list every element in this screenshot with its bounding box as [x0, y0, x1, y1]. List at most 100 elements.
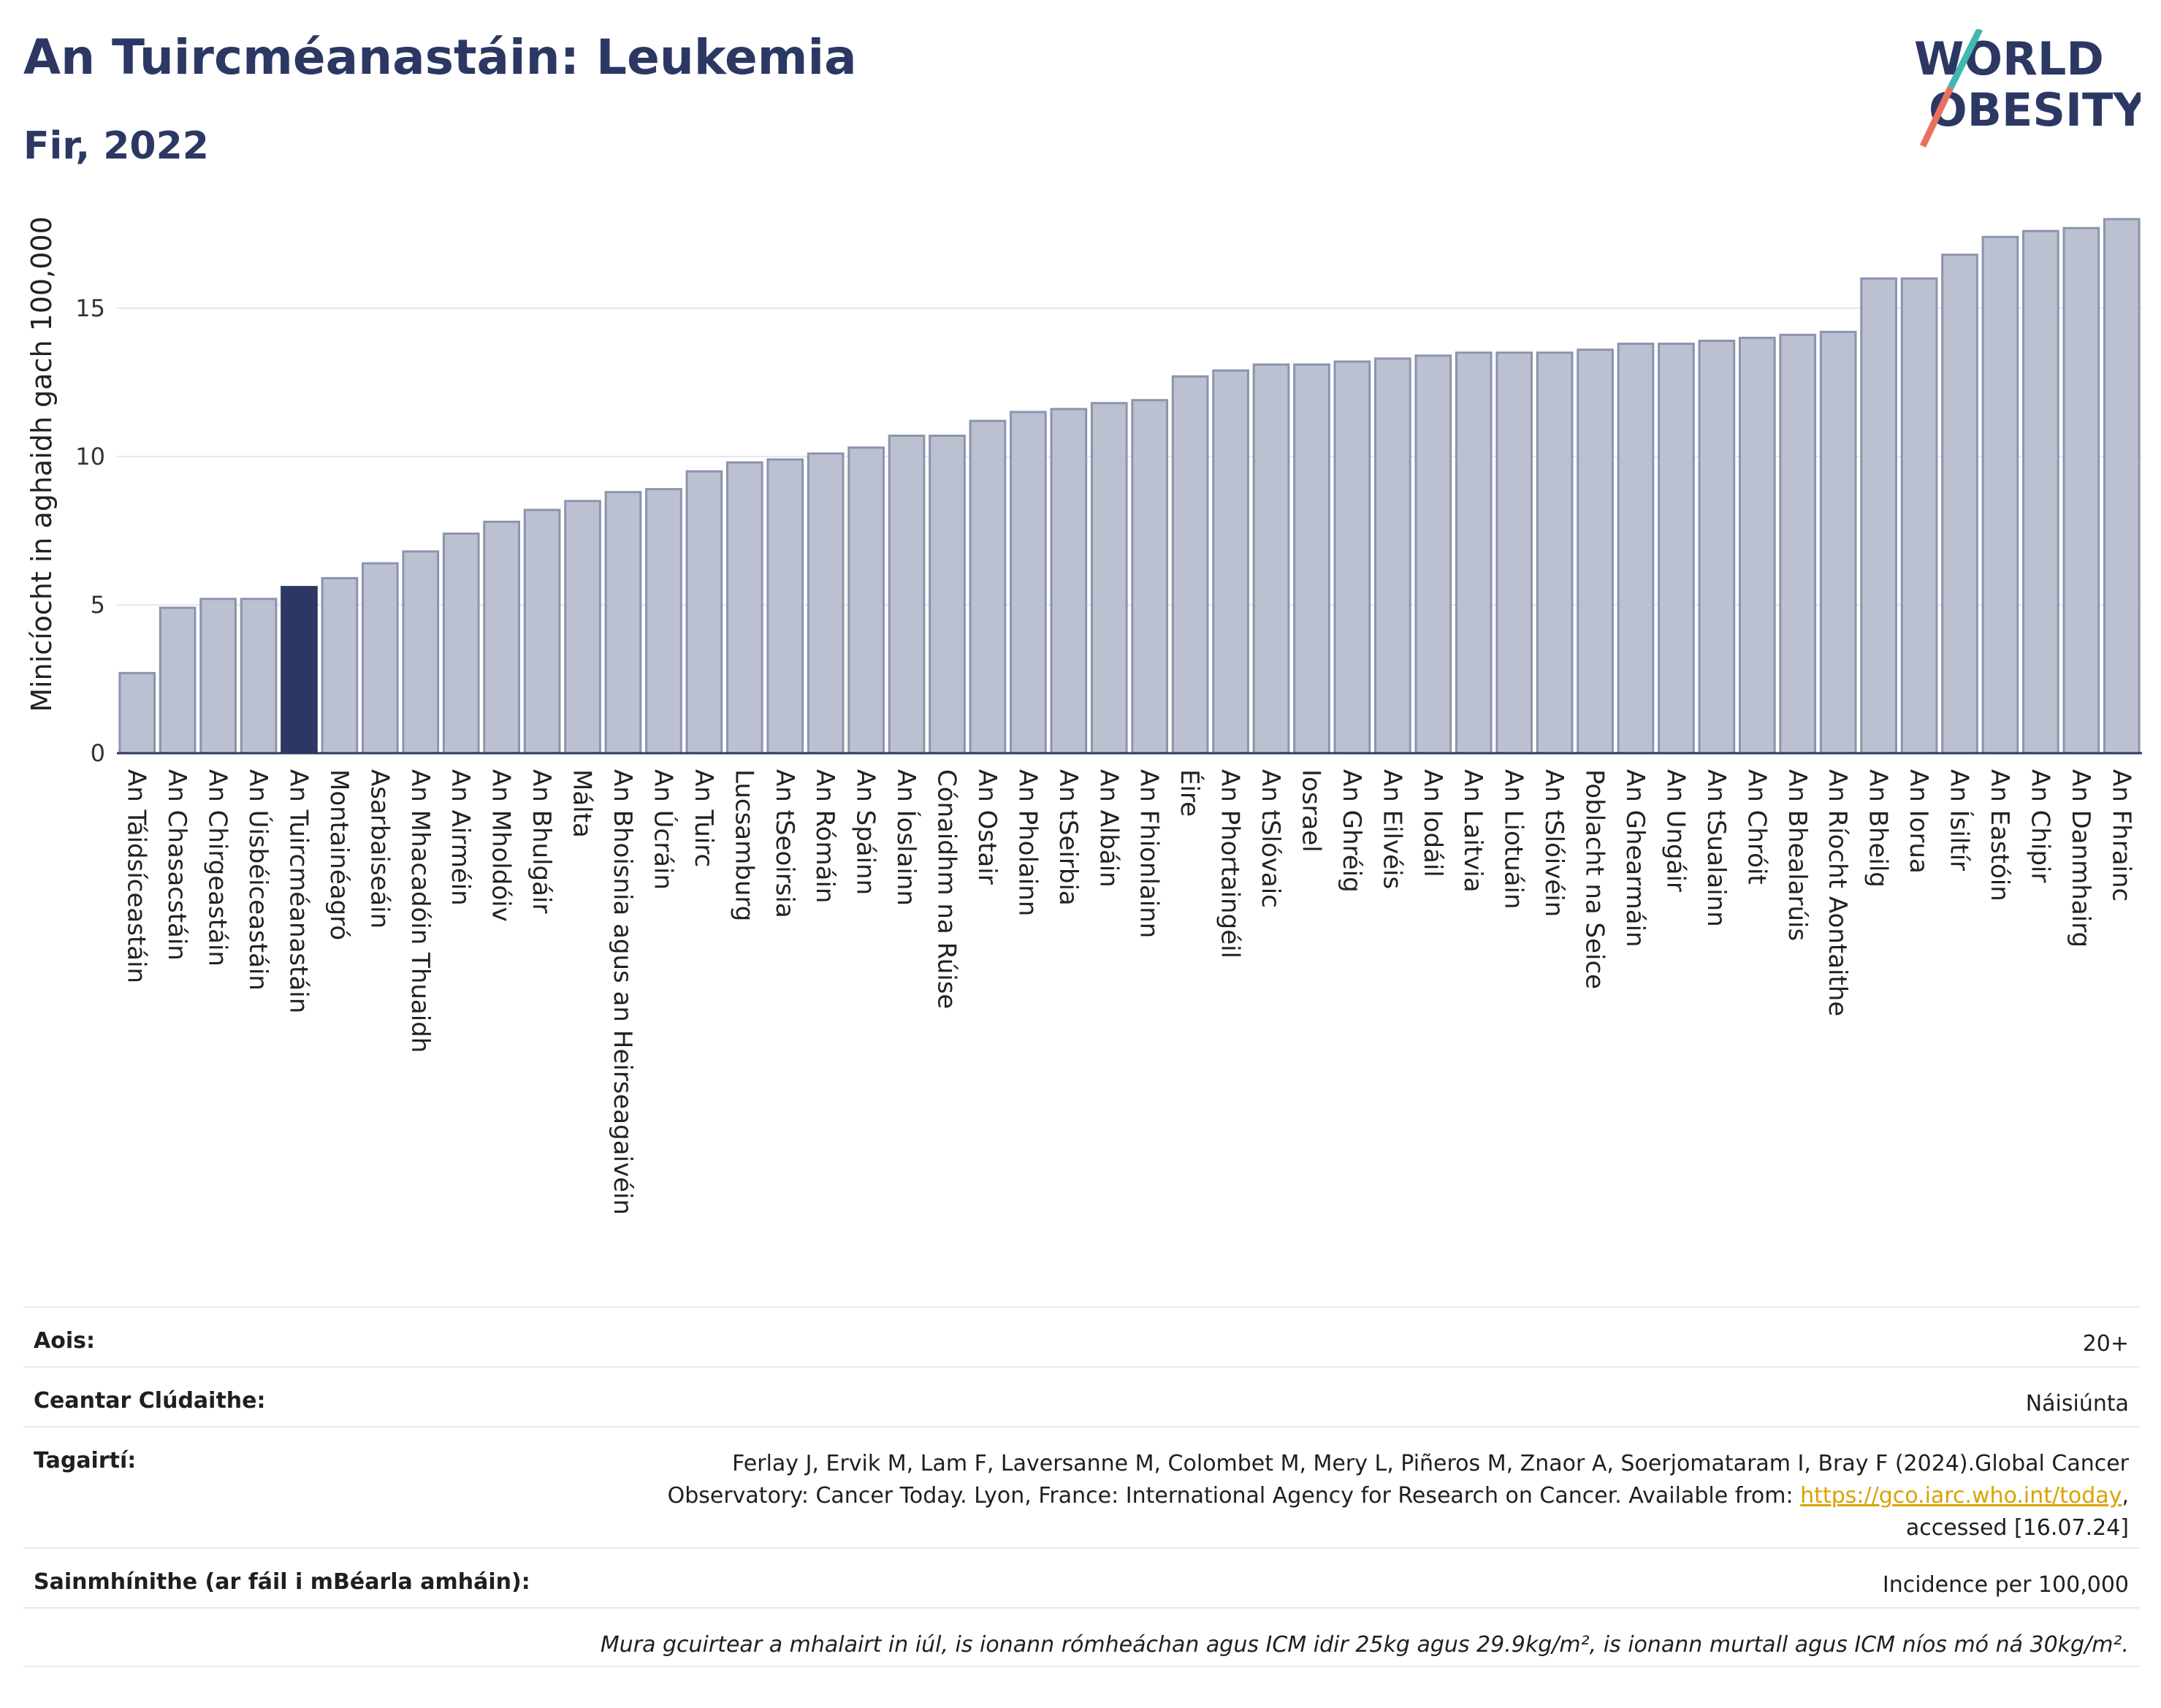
x-tick-label: Lucsamburg — [729, 769, 758, 921]
references-value: Ferlay J, Ervik M, Lam F, Laversanne M, … — [668, 1448, 2129, 1544]
x-tick-label: An Ríocht Aontaithe — [1823, 769, 1852, 1016]
y-tick-label: 15 — [75, 294, 105, 322]
x-tick-label: An tSualainn — [1701, 769, 1731, 927]
x-tick-label: An Eastóin — [1985, 769, 2014, 901]
bar — [564, 500, 601, 755]
info-row-references: Tagairtí: Ferlay J, Ervik M, Lam F, Lave… — [23, 1426, 2139, 1547]
bar — [1455, 351, 1493, 755]
page-subtitle: Fir, 2022 — [23, 124, 209, 168]
svg-text:OBESITY: OBESITY — [1929, 83, 2141, 137]
bar — [807, 452, 845, 755]
bar — [685, 470, 723, 755]
reference-line-3: accessed [16.07.24] — [1905, 1515, 2129, 1541]
bar — [1819, 330, 1857, 755]
x-tick-label: Montainéagró — [324, 769, 354, 940]
x-tick-label: An Bhulgáir — [527, 769, 556, 913]
bar — [2022, 229, 2059, 755]
x-tick-label: An Danmhairg — [2066, 769, 2095, 948]
bar — [1252, 363, 1290, 755]
bar — [1698, 340, 1736, 755]
x-tick-label: Poblacht na Seice — [1580, 769, 1609, 989]
x-tick-label: An Phortaingéil — [1216, 769, 1245, 958]
age-label: Aois: — [34, 1328, 95, 1354]
x-tick-label: An Rómáin — [810, 769, 839, 903]
x-tick-label: An Pholainn — [1013, 769, 1042, 916]
age-value: 20+ — [2082, 1331, 2129, 1357]
bar — [604, 491, 642, 755]
bar — [1617, 343, 1655, 755]
x-tick-label: An Spáinn — [851, 769, 880, 895]
y-tick-label: 10 — [75, 443, 105, 470]
bar — [523, 508, 561, 755]
x-tick-label: An Mhacadóin Thuaidh — [405, 769, 435, 1053]
bar — [969, 419, 1007, 755]
info-table: Aois: 20+ Ceantar Clúdaithe: Náisiúnta T… — [23, 1306, 2139, 1667]
x-tick-label: An Bheilg — [1864, 769, 1893, 888]
reference-line-2: Observatory: Cancer Today. Lyon, France:… — [668, 1480, 2129, 1512]
bar — [1050, 408, 1088, 755]
bar — [1577, 348, 1614, 755]
x-tick-label: An Chipir — [2025, 769, 2054, 882]
x-tick-label: Éire — [1175, 769, 1205, 817]
bar — [766, 458, 804, 755]
x-tick-label: An Ghréig — [1337, 769, 1366, 893]
x-tick-label: An Íoslainn — [891, 769, 921, 906]
bar — [402, 550, 440, 755]
y-tick-label: 5 — [91, 591, 105, 619]
bar — [199, 598, 237, 755]
bar — [1293, 363, 1330, 755]
x-tick-label: Iosrael — [1296, 769, 1325, 853]
x-tick-label: An Bhealarúis — [1783, 769, 1812, 941]
bar — [1171, 375, 1209, 755]
bar — [1981, 235, 2019, 755]
info-row-age: Aois: 20+ — [23, 1306, 2139, 1366]
x-tick-label: An Chirgeastáin — [203, 769, 232, 967]
bar — [1738, 336, 1776, 755]
x-tick-label: An Liotuáin — [1499, 769, 1528, 910]
bar — [1941, 253, 1978, 755]
svg-text:WORLD: WORLD — [1914, 32, 2104, 85]
bar — [240, 598, 278, 755]
info-row-note: Mura gcuirtear a mhalairt in iúl, is ion… — [23, 1607, 2139, 1667]
x-tick-label: An Bhoisnia agus an Heirseagaivéin — [608, 769, 637, 1215]
bar — [1374, 357, 1411, 755]
bar — [888, 434, 926, 755]
area-label: Ceantar Clúdaithe: — [34, 1388, 266, 1414]
bar — [1779, 333, 1817, 755]
bar — [1414, 354, 1452, 755]
x-tick-label: An Táidsíceastáin — [122, 769, 151, 983]
x-tick-label: An Fhionlainn — [1135, 769, 1164, 938]
bar — [1860, 277, 1897, 755]
bar — [1333, 360, 1371, 755]
x-tick-label: An Airméin — [446, 769, 475, 906]
footnote: Mura gcuirtear a mhalairt in iúl, is ion… — [600, 1632, 2129, 1658]
x-tick-label: An Ostair — [972, 769, 1002, 885]
x-tick-label: An Chasacstáin — [162, 769, 191, 961]
bar-chart: 0 5 10 15 Minicíocht in aghaidh gach 100,000… — [26, 216, 2142, 1215]
bar — [1900, 277, 1938, 755]
x-tick-label: Cónaidhm na Rúise — [932, 769, 961, 1009]
bar — [362, 562, 399, 755]
reference-line-2-text: Observatory: Cancer Today. Lyon, France:… — [667, 1483, 1801, 1509]
x-tick-label: Asarbaiseáin — [365, 769, 394, 929]
bar — [321, 576, 359, 755]
y-tick-label: 0 — [91, 739, 105, 767]
bar — [159, 606, 197, 755]
bar — [281, 586, 318, 755]
reference-link[interactable]: https://gco.iarc.who.int/today — [1800, 1483, 2122, 1509]
bar — [2062, 226, 2100, 755]
x-tick-label: An Laitvia — [1458, 769, 1487, 893]
page-title: An Tuircméanastáin: Leukemia — [23, 29, 857, 85]
x-tick-label: An tSeoirsia — [770, 769, 799, 918]
x-tick-label: An tSlóvaic — [1256, 769, 1285, 908]
area-value: Náisiúnta — [2025, 1391, 2129, 1417]
bar — [1495, 351, 1533, 755]
y-axis-label: Minicíocht in aghaidh gach 100,000 — [26, 216, 58, 712]
x-tick-label: An Ísiltír — [1945, 769, 1975, 871]
x-tick-label: An Chróit — [1742, 769, 1771, 885]
x-tick-label: An Ghearmáin — [1620, 769, 1650, 948]
bar — [1212, 369, 1249, 755]
bar — [483, 520, 521, 755]
bar — [725, 461, 763, 755]
definitions-label: Sainmhínithe (ar fáil i mBéarla amháin): — [34, 1569, 530, 1595]
